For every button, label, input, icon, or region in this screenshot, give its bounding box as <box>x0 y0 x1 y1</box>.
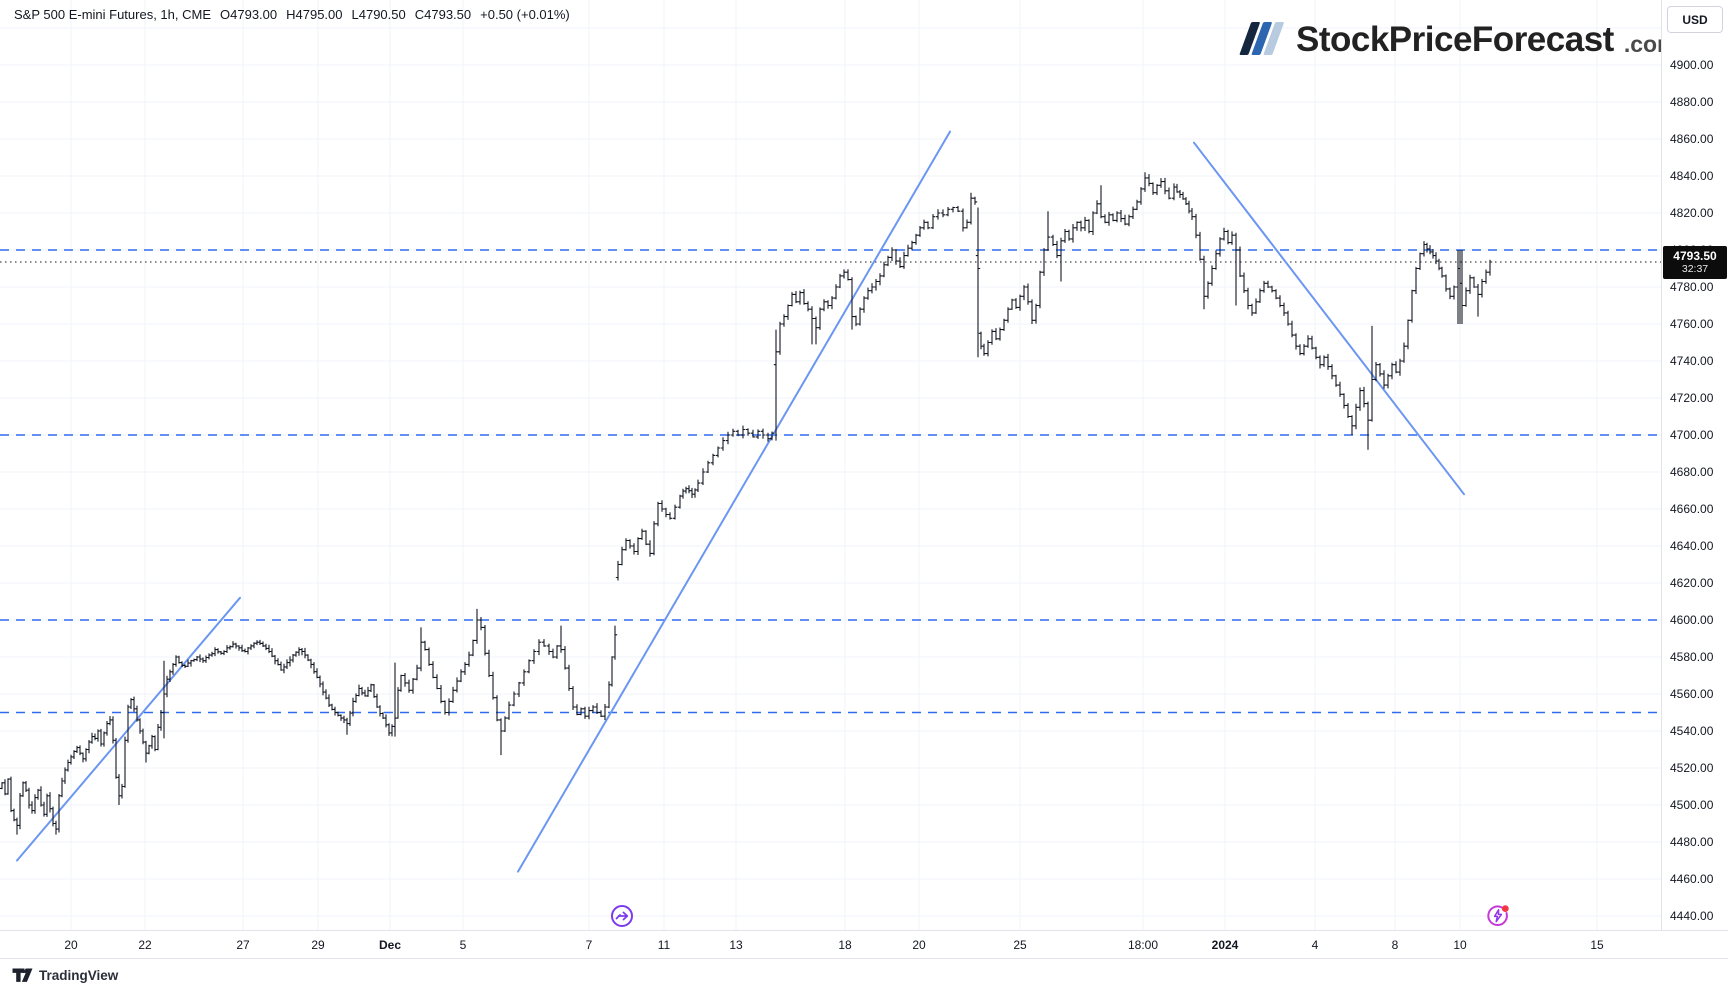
time-tick-label: 22 <box>138 938 152 952</box>
price-tick-label: 4860.00 <box>1670 132 1714 146</box>
price-tick-label: 4500.00 <box>1670 798 1714 812</box>
time-tick-label: 25 <box>1013 938 1027 952</box>
price-tick-label: 4680.00 <box>1670 465 1714 479</box>
time-tick-label: 15 <box>1590 938 1604 952</box>
ohlc-low: L4790.50 <box>351 7 406 22</box>
price-tick-label: 4520.00 <box>1670 761 1714 775</box>
price-tick-label: 4760.00 <box>1670 317 1714 331</box>
time-tick-label: 20 <box>912 938 926 952</box>
price-tick-label: 4600.00 <box>1670 613 1714 627</box>
price-tick-label: 4880.00 <box>1670 95 1714 109</box>
time-tick-label: 5 <box>459 938 467 952</box>
price-chart-canvas[interactable] <box>0 0 1661 930</box>
price-tick-label: 4820.00 <box>1670 206 1714 220</box>
time-tick-label: 27 <box>236 938 250 952</box>
time-tick-label: 8 <box>1391 938 1399 952</box>
price-tick-label: 4440.00 <box>1670 909 1714 923</box>
price-tick-label: 4560.00 <box>1670 687 1714 701</box>
tradingview-mark-icon <box>12 968 33 982</box>
price-change: +0.50 (+0.01%) <box>480 7 570 22</box>
ohlc-close: C4793.50 <box>414 7 472 22</box>
currency-toggle-button[interactable]: USD <box>1667 6 1723 33</box>
time-axis[interactable]: 20 22 27 29 Dec 5 7 11 13 18 20 25 18:00 2024 4 8 10 15 <box>0 930 1728 959</box>
events-flash-icon[interactable] <box>1485 903 1511 929</box>
time-tick-label: 29 <box>311 938 325 952</box>
price-tick-label: 4840.00 <box>1670 169 1714 183</box>
time-tick-label: 18 <box>838 938 852 952</box>
ohlc-high: H4795.00 <box>286 7 343 22</box>
ideas-arrow-icon[interactable] <box>609 903 635 929</box>
chart-legend[interactable]: S&P 500 E-mini Futures, 1h, CME O4793.00 H… <box>14 7 579 22</box>
time-tick-label: Dec <box>378 938 402 952</box>
price-tick-label: 4900.00 <box>1670 58 1714 72</box>
price-tick-label: 4700.00 <box>1670 428 1714 442</box>
time-tick-label: 18:00 <box>1127 938 1159 952</box>
time-tick-label: 13 <box>729 938 743 952</box>
symbol-title: S&P 500 E-mini Futures, 1h, CME <box>14 7 212 22</box>
tradingview-brand-text: TradingView <box>39 968 119 983</box>
price-tick-label: 4620.00 <box>1670 576 1714 590</box>
time-tick-label: 11 <box>657 938 671 952</box>
time-tick-label: 4 <box>1311 938 1319 952</box>
last-price-value: 4793.50 <box>1673 249 1717 264</box>
price-tick-label: 4640.00 <box>1670 539 1714 553</box>
price-tick-label: 4540.00 <box>1670 724 1714 738</box>
price-tick-label: 4660.00 <box>1670 502 1714 516</box>
price-axis[interactable]: USD 4793.50 32:37 4900.00 4880.00 4860.00 4… <box>1661 0 1728 930</box>
price-tick-label: 4460.00 <box>1670 872 1714 886</box>
time-tick-label: 2024 <box>1211 938 1239 952</box>
price-tick-label: 4720.00 <box>1670 391 1714 405</box>
tradingview-logo[interactable]: TradingView <box>12 968 118 983</box>
footer-bar: TradingView <box>0 958 1728 992</box>
notification-dot <box>1501 905 1509 912</box>
price-tick-label: 4780.00 <box>1670 280 1714 294</box>
bar-countdown: 32:37 <box>1681 263 1709 276</box>
time-tick-label: 20 <box>64 938 78 952</box>
last-price-badge: 4793.50 32:37 <box>1663 246 1727 280</box>
price-tick-label: 4480.00 <box>1670 835 1714 849</box>
ohlc-open: O4793.00 <box>220 7 278 22</box>
time-tick-label: 7 <box>585 938 593 952</box>
price-tick-label: 4580.00 <box>1670 650 1714 664</box>
time-tick-label: 10 <box>1453 938 1467 952</box>
price-tick-label: 4740.00 <box>1670 354 1714 368</box>
